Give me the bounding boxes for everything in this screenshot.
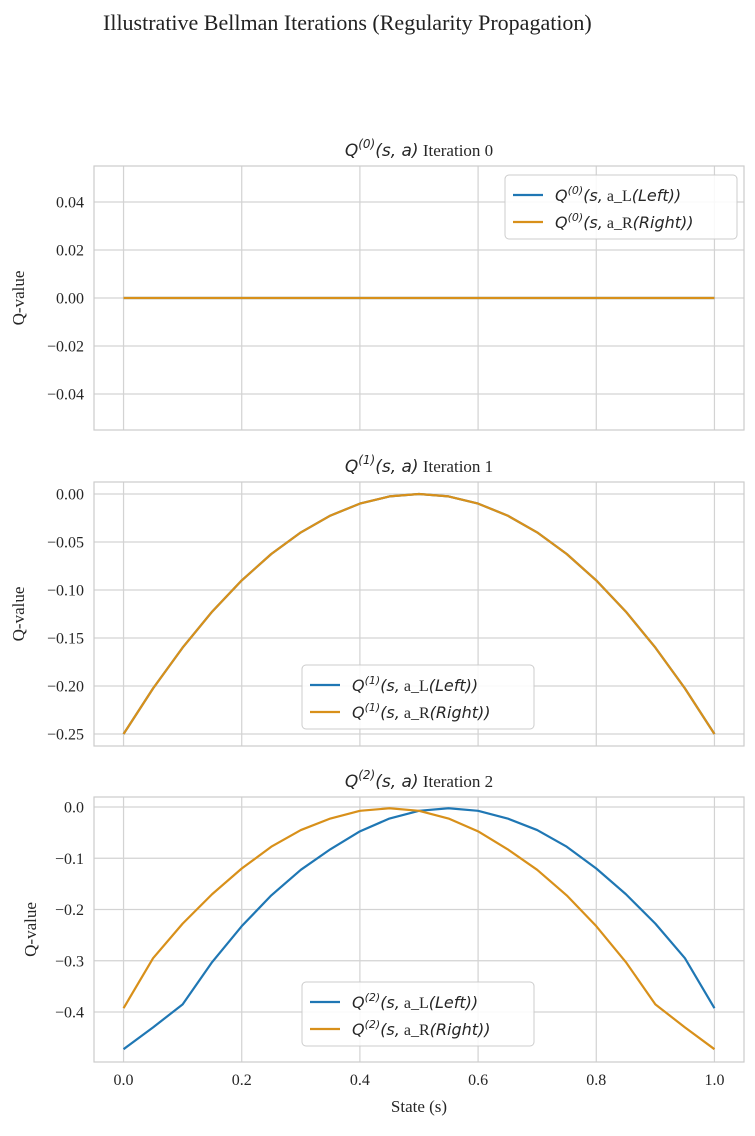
y-tick-label: −0.3: [55, 953, 84, 970]
series-line-right: [122, 492, 716, 735]
legend-label: Q(2)(s, a_L(Left)): [352, 991, 478, 1012]
x-tick-label: 0.4: [350, 1072, 370, 1089]
panel-1: 0.00 −0.05 −0.10 −0.15 −0.20 −0.25 Q-value Q(1)…: [9, 453, 745, 747]
x-tick-label: 0.0: [114, 1072, 134, 1089]
y-tick-label: −0.10: [47, 583, 84, 600]
y-axis-label: Q-value: [9, 271, 28, 326]
y-tick-label: 0.0: [64, 799, 84, 816]
legend: Q(0)(s, a_L(Left)) Q(0)(s, a_R(Right)): [504, 174, 738, 240]
x-tick-label: 0.6: [468, 1072, 488, 1089]
y-axis-label: Q-value: [21, 902, 40, 957]
legend-box: [504, 174, 738, 240]
legend-box: [301, 981, 535, 1047]
legend-box: [301, 664, 535, 730]
y-tick-label: −0.04: [47, 387, 84, 404]
y-tick-label: −0.1: [55, 851, 84, 868]
panel-title: Q(1)(s, a) Iteration 1: [345, 453, 493, 477]
panel-title: Q(2)(s, a) Iteration 2: [345, 768, 493, 792]
legend-label: Q(1)(s, a_R(Right)): [352, 701, 491, 722]
y-tick-label: −0.05: [47, 535, 84, 552]
panel-2: 0.0 −0.1 −0.2 −0.3 −0.4 0.0 0.2 0.4 0.6 0.8 1.0 Q-v…: [21, 768, 745, 1116]
panel-title: Q(0)(s, a) Iteration 0: [345, 137, 493, 161]
y-tick-label: −0.25: [47, 727, 84, 744]
legend-label: Q(0)(s, a_R(Right)): [555, 211, 694, 232]
legend-label: Q(1)(s, a_L(Left)): [352, 674, 478, 695]
y-tick-label: −0.15: [47, 631, 84, 648]
plot-frame: [93, 481, 745, 747]
legend-label: Q(2)(s, a_R(Right)): [352, 1018, 491, 1039]
plot-frame: [93, 165, 745, 431]
legend-label: Q(0)(s, a_L(Left)): [555, 184, 681, 205]
plot-frame: [93, 796, 745, 1063]
series-line-right: [122, 807, 716, 1051]
panels: 0.04 0.02 0.00 −0.02 −0.04 Q-value Q(0)(s, a) …: [9, 137, 745, 1116]
x-axis-label: State (s): [391, 1097, 447, 1116]
legend: Q(1)(s, a_L(Left)) Q(1)(s, a_R(Right)): [301, 664, 535, 730]
y-tick-label: −0.4: [55, 1005, 84, 1022]
x-tick-label: 0.8: [586, 1072, 606, 1089]
panel-0: 0.04 0.02 0.00 −0.02 −0.04 Q-value Q(0)(s, a) …: [9, 137, 745, 431]
x-tick-label: 1.0: [704, 1072, 724, 1089]
y-axis-label: Q-value: [9, 587, 28, 642]
legend: Q(2)(s, a_L(Left)) Q(2)(s, a_R(Right)): [301, 981, 535, 1047]
y-tick-label: −0.20: [47, 679, 84, 696]
figure-title: Illustrative Bellman Iterations (Regular…: [103, 10, 592, 35]
y-tick-label: 0.00: [56, 291, 84, 308]
x-tick-label: 0.2: [232, 1072, 252, 1089]
y-tick-label: 0.00: [56, 487, 84, 504]
y-tick-label: 0.04: [56, 195, 84, 212]
y-tick-label: −0.2: [55, 902, 84, 919]
y-tick-label: −0.02: [47, 339, 84, 356]
y-tick-label: 0.02: [56, 243, 84, 260]
